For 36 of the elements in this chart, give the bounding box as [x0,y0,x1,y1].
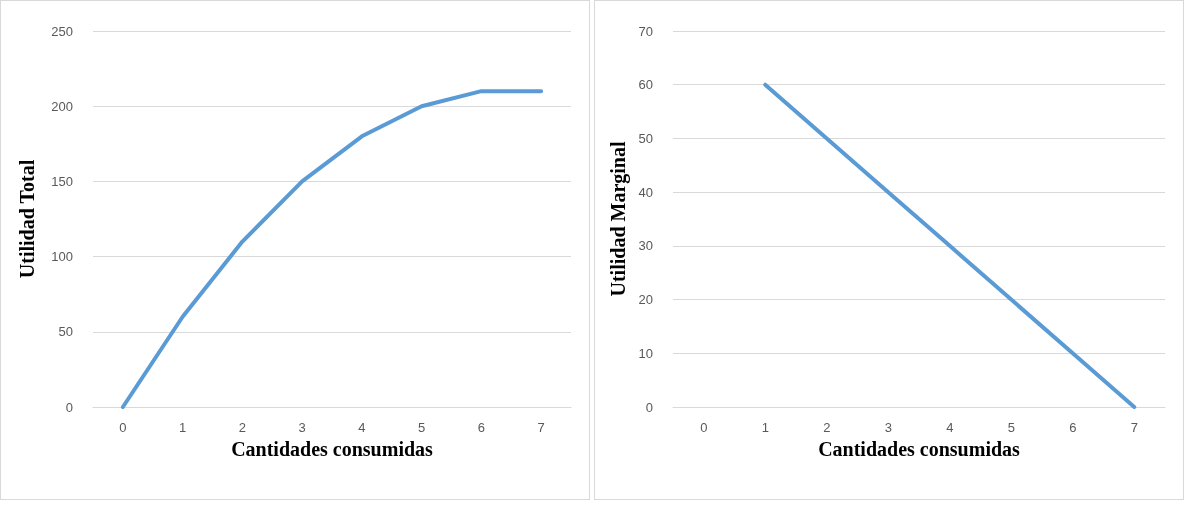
x-tick-label: 2 [823,420,831,435]
x-tick-label: 0 [119,420,127,435]
y-tick-label: 0 [65,399,73,415]
x-tick-label: 3 [298,420,306,435]
y-tick-label: 10 [638,345,653,361]
x-axis-title: Cantidades consumidas [818,437,1021,460]
x-axis-title: Cantidades consumidas [231,437,434,460]
x-tick-label: 7 [537,420,545,435]
y-tick-label: 40 [638,184,653,200]
y-tick-label: 250 [51,23,73,39]
x-tick-label: 4 [358,420,366,435]
y-tick-label: 50 [638,130,653,146]
x-tick-label: 6 [1069,420,1077,435]
line-series [763,82,1137,409]
y-tick-label: 200 [51,98,73,114]
x-tick-label: 1 [761,420,769,435]
x-tick-label: 5 [418,420,426,435]
x-tick-label: 5 [1007,420,1015,435]
y-tick-label: 60 [638,77,653,93]
y-tick-label: 20 [638,292,653,308]
x-tick-label: 7 [1130,420,1138,435]
x-tick-label: 1 [179,420,187,435]
y-axis-title: Utilidad Marginal [606,141,630,297]
x-tick-label: 4 [946,420,954,435]
x-tick-label: 3 [884,420,892,435]
line-series [120,89,544,409]
y-tick-label: 100 [51,249,73,265]
y-axis-title: Utilidad Total [16,159,38,279]
x-tick-label: 6 [477,420,485,435]
y-tick-label: 70 [638,23,653,39]
y-tick-label: 30 [638,238,653,254]
y-tick-label: 0 [645,399,653,415]
x-tick-label: 2 [238,420,246,435]
y-tick-label: 150 [51,173,73,189]
y-tick-label: 50 [58,324,73,340]
x-tick-label: 0 [700,420,708,435]
